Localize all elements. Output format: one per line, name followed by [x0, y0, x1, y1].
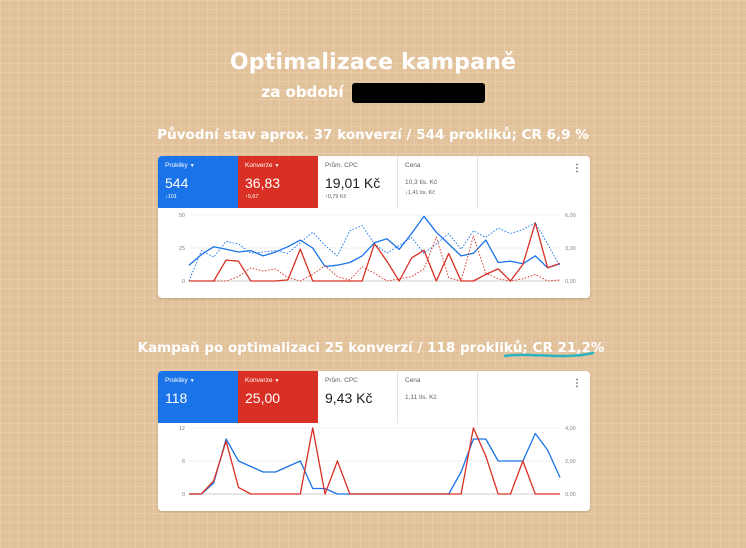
original-state-caption: Původní stav aprox. 37 konverzí / 544 pr… [157, 127, 589, 143]
y-right-tick-label: 2,00 [565, 459, 576, 465]
period-label: za období [261, 83, 344, 101]
redacted-period [351, 83, 485, 103]
more-vert-icon[interactable]: ⋮ [572, 163, 582, 174]
y-right-tick-label: 4,00 [565, 426, 576, 432]
conversions-value: 36,83 [245, 175, 281, 191]
cost-label: Cena [405, 162, 421, 169]
optimized-caption-main: Kampaň po optimalizaci 25 konverzí / 118… [137, 340, 528, 356]
conversions-tile[interactable]: Konverze ▼ 36,83 ↑9,67 [238, 156, 318, 208]
optimized-caption: Kampaň po optimalizaci 25 konverzí / 118… [0, 340, 744, 356]
clicks-value: 544 [165, 175, 189, 191]
avg-cpc-tile[interactable]: Prům. CPC 19,01 Kč ↑0,79 Kč [318, 156, 398, 208]
series-line-clicks [188, 215, 561, 269]
original-campaign-card: Prokliky ▼ 544 ↓101 Konverze ▼ 36,83 ↑9,67… [158, 156, 590, 298]
y-left-tick-label: 0 [182, 279, 185, 285]
avg-cpc-value: 9,43 Kč [325, 390, 373, 406]
avg-cpc-delta: ↑0,79 Kč [325, 194, 347, 200]
clicks-label: Prokliky [165, 162, 188, 169]
cost-value: 1,11 tis. Kč [405, 394, 437, 401]
more-vert-icon[interactable]: ⋮ [572, 378, 582, 389]
caret-down-icon[interactable]: ▼ [274, 163, 280, 169]
optimized-campaign-card: Prokliky ▼ 118 Konverze ▼ 25,00 Prům. CPC … [158, 371, 590, 511]
series-line-clicks [189, 432, 561, 495]
y-left-tick-label: 0 [182, 492, 185, 498]
avg-cpc-label: Prům. CPC [325, 377, 358, 384]
avg-cpc-value: 19,01 Kč [325, 175, 381, 191]
clicks-delta: ↓101 [165, 194, 177, 200]
series-line-previous-conversions [189, 235, 561, 282]
avg-cpc-tile[interactable]: Prům. CPC 9,43 Kč [318, 371, 398, 423]
conversions-label: Konverze [245, 162, 273, 169]
cr-underline [503, 351, 595, 358]
series-line-previous-clicks [188, 222, 561, 282]
metric-tiles: Prokliky ▼ 118 Konverze ▼ 25,00 Prům. CPC … [158, 371, 590, 423]
cost-delta: ↓1,41 tis. Kč [405, 190, 435, 196]
y-right-tick-label: 6,00 [565, 213, 576, 219]
conversions-label: Konverze [245, 377, 273, 384]
clicks-value: 118 [165, 390, 188, 406]
y-left-tick-label: 25 [179, 246, 185, 252]
series-line-conversions [189, 427, 560, 495]
cost-tile[interactable]: Cena 1,11 tis. Kč [398, 371, 478, 423]
y-right-tick-label: 0,00 [565, 279, 576, 285]
conversions-value: 25,00 [245, 390, 281, 406]
chart-optimized: 12 4,00 6 2,00 0 0,00 [179, 426, 576, 498]
clicks-tile[interactable]: Prokliky ▼ 544 ↓101 [158, 156, 238, 208]
cost-tile[interactable]: Cena 10,3 tis. Kč ↓1,41 tis. Kč [398, 156, 478, 208]
y-left-tick-label: 50 [179, 213, 185, 219]
clicks-tile[interactable]: Prokliky ▼ 118 [158, 371, 238, 423]
caret-down-icon[interactable]: ▼ [189, 163, 195, 169]
chart-original: 50 6,00 25 3,00 0 0,00 [179, 213, 576, 285]
cost-label: Cena [405, 377, 421, 384]
conversions-tile[interactable]: Konverze ▼ 25,00 [238, 371, 318, 423]
subtitle-row: za období [0, 81, 746, 103]
caret-down-icon[interactable]: ▼ [189, 378, 195, 384]
optimized-caption-cr: CR 21,2% [532, 340, 605, 356]
metric-tiles: Prokliky ▼ 544 ↓101 Konverze ▼ 36,83 ↑9,67… [158, 156, 590, 208]
y-left-tick-label: 6 [182, 459, 185, 465]
y-right-tick-label: 0,00 [565, 492, 576, 498]
y-right-tick-label: 3,00 [565, 246, 576, 252]
y-left-tick-label: 12 [179, 426, 185, 432]
page-title: Optimalizace kampaně [229, 50, 517, 75]
conversions-delta: ↑9,67 [245, 194, 259, 200]
cost-value: 10,3 tis. Kč [405, 179, 438, 186]
clicks-label: Prokliky [165, 377, 188, 384]
avg-cpc-label: Prům. CPC [325, 162, 358, 169]
caret-down-icon[interactable]: ▼ [274, 378, 280, 384]
